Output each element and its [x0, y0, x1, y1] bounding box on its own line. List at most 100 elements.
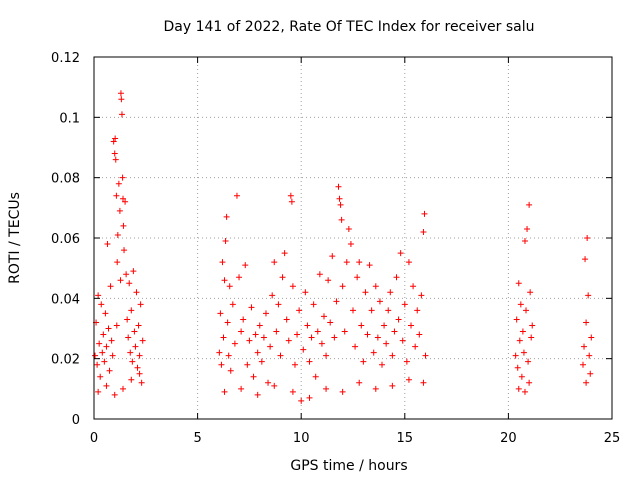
- data-point: [244, 361, 251, 368]
- data-point: [265, 379, 272, 386]
- data-point: [374, 334, 381, 341]
- data-point: [584, 235, 591, 241]
- data-point: [269, 292, 276, 299]
- data-point: [350, 307, 356, 314]
- data-point: [343, 259, 350, 266]
- data-point: [393, 274, 400, 281]
- data-point: [372, 283, 379, 290]
- data-point: [101, 358, 108, 365]
- data-point: [120, 222, 127, 229]
- data-point: [420, 379, 427, 386]
- data-point: [519, 328, 526, 335]
- data-point: [112, 156, 119, 163]
- data-point: [236, 274, 243, 281]
- data-point: [117, 90, 124, 97]
- data-point: [520, 349, 527, 356]
- data-point: [314, 328, 321, 335]
- data-point: [95, 292, 102, 299]
- data-point: [120, 385, 127, 392]
- x-tick-label: 0: [90, 431, 98, 446]
- data-point: [271, 382, 278, 389]
- grid-lines: [94, 57, 612, 419]
- data-point: [288, 198, 295, 205]
- data-point: [131, 328, 138, 335]
- data-point: [521, 388, 528, 395]
- x-axis-label: GPS time / hours: [290, 458, 407, 474]
- data-point: [118, 111, 125, 118]
- data-point: [225, 352, 232, 359]
- data-point: [95, 388, 102, 395]
- data-point: [514, 364, 521, 371]
- data-point: [360, 358, 367, 365]
- data-point: [525, 358, 532, 365]
- data-point: [325, 277, 332, 284]
- data-point: [238, 328, 245, 335]
- data-point: [120, 195, 127, 202]
- data-point: [385, 307, 392, 314]
- data-point: [105, 325, 112, 332]
- data-point: [223, 213, 230, 220]
- data-point: [401, 301, 408, 308]
- data-point: [222, 238, 229, 245]
- data-point: [420, 228, 427, 235]
- data-point: [224, 319, 231, 326]
- data-point: [97, 373, 104, 380]
- data-point: [139, 337, 146, 344]
- data-point: [399, 337, 406, 344]
- data-point: [240, 316, 247, 323]
- data-point: [302, 289, 309, 296]
- data-point: [376, 298, 383, 305]
- data-point: [308, 334, 315, 341]
- data-point: [338, 216, 345, 223]
- data-point: [586, 352, 593, 359]
- data-point: [96, 340, 103, 347]
- data-point: [103, 343, 110, 350]
- data-point: [128, 307, 135, 314]
- data-point: [271, 259, 278, 266]
- data-point: [256, 322, 263, 329]
- data-point: [132, 343, 139, 350]
- data-point: [405, 376, 412, 383]
- data-point: [275, 301, 282, 308]
- data-point: [134, 364, 141, 371]
- data-point: [320, 313, 327, 320]
- data-point: [331, 334, 338, 341]
- data-point: [226, 283, 233, 290]
- data-point: [372, 385, 379, 392]
- data-point: [281, 250, 288, 257]
- data-point: [221, 388, 228, 395]
- data-point: [125, 334, 132, 341]
- data-point: [231, 340, 238, 347]
- x-tick-label: 25: [604, 431, 621, 446]
- data-point: [113, 322, 120, 329]
- data-point: [121, 247, 128, 254]
- data-point: [397, 250, 404, 257]
- data-point: [133, 289, 140, 296]
- data-point: [106, 367, 113, 374]
- data-point: [227, 367, 234, 374]
- data-point: [517, 301, 524, 308]
- data-point: [109, 352, 116, 359]
- data-point: [112, 135, 119, 142]
- data-point: [110, 138, 117, 145]
- data-point: [117, 277, 124, 284]
- data-point: [248, 304, 255, 311]
- data-point: [118, 96, 125, 103]
- data-point: [515, 385, 522, 392]
- x-axis-tick-labels: 0 5 10 15 20 25: [90, 431, 620, 446]
- data-point: [304, 322, 311, 329]
- data-point: [335, 183, 342, 190]
- data-point: [414, 307, 421, 314]
- data-point: [312, 373, 319, 380]
- y-tick-label: 0.04: [51, 292, 80, 307]
- data-point: [283, 316, 290, 323]
- data-point: [279, 274, 286, 281]
- data-point: [336, 195, 343, 202]
- x-tick-label: 15: [397, 431, 414, 446]
- data-point: [104, 241, 111, 248]
- data-point: [585, 292, 592, 299]
- data-point: [356, 259, 363, 266]
- y-tick-label: 0: [72, 413, 80, 428]
- data-point: [383, 340, 390, 347]
